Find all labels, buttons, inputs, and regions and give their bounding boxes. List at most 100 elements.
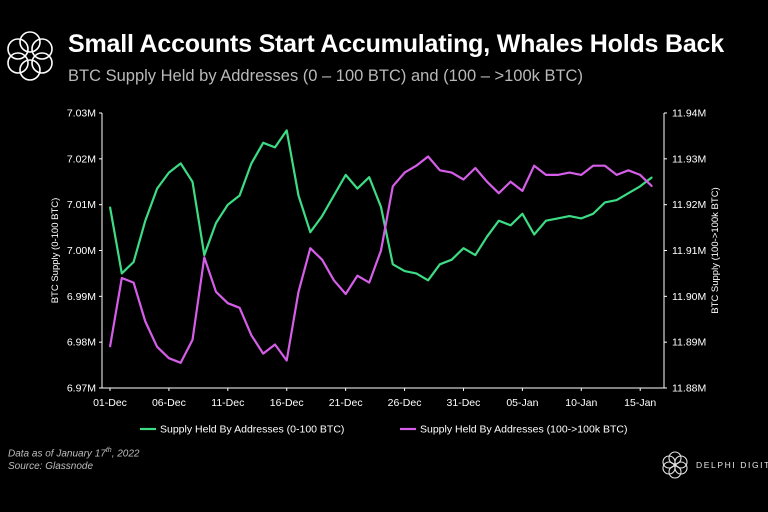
data-point: [604, 201, 606, 203]
legend-label: Supply Held By Addresses (100->100k BTC): [420, 424, 627, 436]
data-point: [392, 185, 394, 187]
data-point: [604, 165, 606, 167]
data-point: [451, 259, 453, 261]
data-point: [521, 213, 523, 215]
source-note: Source: Glassnode: [8, 461, 94, 472]
data-point: [286, 129, 288, 132]
data-point: [439, 263, 441, 265]
left-tick-label: 6.99M: [67, 291, 96, 303]
legend-label: Supply Held By Addresses (0-100 BTC): [160, 424, 344, 436]
data-point: [333, 279, 335, 281]
data-date-note: Data as of January 17th, 2022: [8, 447, 140, 459]
data-point: [510, 181, 512, 183]
x-tick-label: 16-Dec: [270, 397, 304, 409]
data-point: [392, 263, 394, 265]
left-axis-title: BTC Supply (0-100 BTC): [50, 198, 61, 304]
data-point: [191, 339, 194, 341]
data-point: [474, 254, 476, 256]
data-point: [345, 293, 347, 295]
series-line-0-100-btc: [108, 129, 653, 282]
data-point: [274, 343, 276, 346]
data-point: [309, 231, 311, 233]
data-point: [651, 176, 653, 178]
data-point: [380, 249, 382, 252]
data-date-sup: th: [105, 447, 112, 454]
data-point: [121, 272, 123, 275]
data-point: [439, 169, 441, 171]
data-point: [627, 169, 630, 171]
data-point: [627, 192, 630, 194]
data-point: [568, 171, 571, 174]
data-point: [415, 272, 417, 275]
data-point: [250, 334, 252, 336]
left-tick-label: 6.98M: [67, 337, 96, 349]
delphi-logo-icon: [7, 31, 53, 81]
x-tick-label: 06-Dec: [152, 397, 186, 409]
data-point: [462, 247, 465, 249]
data-point: [309, 247, 311, 249]
data-point: [580, 217, 582, 220]
data-point: [639, 185, 641, 187]
data-point: [451, 171, 453, 174]
data-point: [639, 174, 641, 176]
right-tick-label: 11.94M: [672, 108, 706, 120]
data-point: [156, 188, 158, 190]
data-point: [132, 261, 135, 263]
x-tick-label: 11-Dec: [211, 397, 244, 409]
right-tick-label: 11.89M: [672, 337, 706, 349]
data-point: [403, 270, 406, 272]
series-line-100-100k-btc: [108, 155, 653, 364]
plot-area: [102, 113, 664, 388]
data-point: [333, 194, 335, 197]
data-point: [321, 259, 323, 261]
data-point: [415, 165, 417, 167]
data-point: [568, 215, 571, 217]
data-point: [239, 194, 241, 197]
data-point: [427, 279, 429, 281]
data-point: [203, 254, 205, 256]
left-tick-label: 6.97M: [67, 383, 96, 395]
data-point: [474, 167, 476, 169]
data-point: [297, 291, 300, 293]
data-point: [427, 155, 429, 158]
data-point: [262, 142, 264, 144]
data-point: [262, 353, 264, 355]
x-tick-label: 21-Dec: [329, 397, 363, 409]
data-point: [580, 174, 582, 176]
left-tick-label: 7.00M: [67, 245, 96, 257]
data-point: [191, 181, 194, 183]
data-point: [132, 281, 135, 284]
data-point: [592, 165, 594, 167]
data-point: [545, 174, 547, 176]
left-tick-label: 7.02M: [67, 153, 96, 165]
chart-title: Small Accounts Start Accumulating, Whale…: [68, 30, 724, 58]
data-point: [521, 190, 523, 192]
data-point: [545, 220, 547, 222]
data-point: [203, 256, 205, 258]
x-tick-label: 10-Jan: [565, 397, 597, 409]
data-point: [227, 204, 229, 206]
data-point: [321, 215, 323, 217]
right-tick-label: 11.92M: [672, 199, 706, 211]
chart-subtitle: BTC Supply Held by Addresses (0 – 100 BT…: [68, 67, 583, 85]
data-point: [486, 236, 488, 238]
right-axis-title: BTC Supply (100->100k BTC): [710, 187, 721, 313]
brand-logo-icon: [662, 451, 688, 479]
data-point: [121, 277, 123, 279]
left-tick-label: 7.01M: [67, 199, 96, 211]
right-tick-label: 11.93M: [672, 153, 706, 165]
data-point: [156, 346, 158, 348]
data-date-prefix: Data as of January 17: [8, 448, 106, 460]
data-point: [510, 224, 512, 226]
left-tick-label: 7.03M: [67, 108, 96, 120]
data-point: [239, 307, 241, 309]
data-point: [109, 206, 111, 208]
data-point: [215, 222, 217, 224]
data-point: [250, 162, 252, 165]
x-tick-label: 31-Dec: [447, 397, 481, 409]
data-point: [592, 213, 594, 215]
x-tick-label: 01-Dec: [93, 397, 127, 409]
data-point: [144, 220, 146, 222]
data-point: [345, 174, 347, 176]
